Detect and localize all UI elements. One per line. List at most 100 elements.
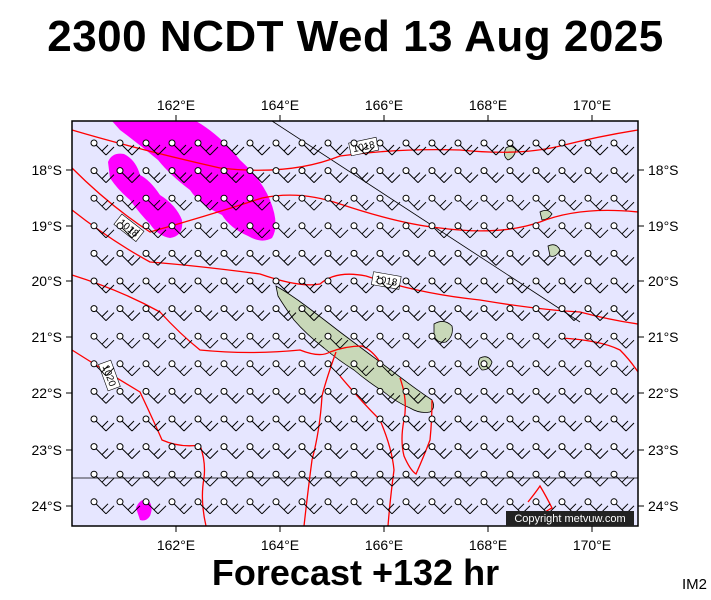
wind-barb-icon bbox=[194, 387, 219, 404]
lat-label-right: 19°S bbox=[648, 218, 679, 234]
lat-label-right: 20°S bbox=[648, 273, 679, 289]
wind-barb-icon bbox=[298, 194, 323, 211]
wind-barb-icon bbox=[142, 249, 167, 266]
wind-barb-icon bbox=[246, 139, 271, 156]
wind-barb-icon bbox=[402, 305, 427, 321]
isobar-6 bbox=[303, 351, 337, 527]
wind-barb-icon bbox=[324, 277, 349, 294]
wind-barb-icon bbox=[324, 194, 349, 211]
wind-barb-icon bbox=[142, 415, 167, 432]
wind-barb-icon bbox=[116, 167, 141, 183]
wind-barb-icon bbox=[324, 360, 349, 377]
wind-barb-icon bbox=[376, 305, 401, 321]
wind-barb-icon bbox=[116, 249, 141, 266]
copyright-text: Copyright metvuw.com bbox=[514, 513, 625, 525]
isobar-9 bbox=[559, 337, 639, 373]
wind-barb-icon bbox=[610, 332, 635, 349]
wind-barb-icon bbox=[480, 222, 505, 239]
wind-barb-icon bbox=[194, 498, 219, 515]
wind-barbs bbox=[90, 139, 635, 515]
wind-barb-icon bbox=[454, 167, 479, 183]
isobar-7 bbox=[339, 375, 395, 527]
wind-barb-icon bbox=[584, 443, 609, 459]
wind-barb-icon bbox=[272, 498, 297, 515]
forecast-label: Forecast +132 hr bbox=[211, 552, 500, 593]
wind-barb-icon bbox=[246, 332, 271, 349]
wind-barb-icon bbox=[610, 194, 635, 211]
wind-barb-icon bbox=[506, 249, 531, 266]
wind-barb-icon bbox=[480, 139, 505, 156]
wind-barb-icon bbox=[454, 305, 479, 321]
precip-area-south bbox=[136, 499, 152, 521]
wind-barb-icon bbox=[116, 277, 141, 294]
wind-barb-icon bbox=[272, 387, 297, 404]
wind-barb-icon bbox=[298, 249, 323, 266]
wind-barb-icon bbox=[402, 498, 427, 515]
wind-barb-icon bbox=[90, 167, 115, 183]
wind-barb-icon bbox=[90, 277, 115, 294]
isobar-2 bbox=[71, 167, 639, 233]
wind-barb-icon bbox=[246, 443, 271, 459]
wind-barb-icon bbox=[298, 360, 323, 377]
wind-barb-icon bbox=[454, 277, 479, 294]
wind-barb-icon bbox=[558, 167, 583, 183]
wind-barb-icon bbox=[350, 415, 375, 432]
lat-label-right: 24°S bbox=[648, 498, 679, 514]
wind-barb-icon bbox=[376, 167, 401, 183]
image-badge: IM2 bbox=[681, 576, 707, 593]
wind-barb-icon bbox=[506, 360, 531, 377]
wind-barb-icon bbox=[220, 249, 245, 266]
wind-barb-icon bbox=[610, 443, 635, 459]
lat-label-left: 18°S bbox=[31, 162, 62, 178]
wind-barb-icon bbox=[480, 470, 505, 487]
wind-barb-icon bbox=[168, 387, 193, 404]
lat-label-left: 24°S bbox=[31, 498, 62, 514]
wind-barb-icon bbox=[298, 139, 323, 156]
land-areas bbox=[275, 146, 561, 413]
wind-barb-icon bbox=[272, 443, 297, 459]
wind-barb-icon bbox=[532, 249, 557, 266]
wind-barb-icon bbox=[324, 415, 349, 432]
wind-barb-icon bbox=[428, 167, 453, 183]
wind-barb-icon bbox=[350, 249, 375, 266]
wind-barb-icon bbox=[90, 498, 115, 515]
wind-barb-icon bbox=[246, 194, 271, 211]
wind-barb-icon bbox=[116, 360, 141, 377]
wind-barb-icon bbox=[220, 443, 245, 459]
wind-barb-icon bbox=[480, 305, 505, 321]
wind-barb-icon bbox=[142, 332, 167, 349]
wind-barb-icon bbox=[298, 443, 323, 459]
wind-barb-icon bbox=[480, 249, 505, 266]
wind-barb-icon bbox=[194, 470, 219, 487]
lat-label-left: 21°S bbox=[31, 329, 62, 345]
wind-barb-icon bbox=[558, 360, 583, 377]
wind-barb-icon bbox=[610, 360, 635, 377]
wind-barb-icon bbox=[90, 443, 115, 459]
wind-barb-icon bbox=[428, 277, 453, 294]
wind-barb-icon bbox=[532, 332, 557, 349]
wind-barb-icon bbox=[350, 277, 375, 294]
wind-barb-icon bbox=[168, 332, 193, 349]
wind-barb-icon bbox=[324, 387, 349, 404]
wind-barb-icon bbox=[194, 305, 219, 321]
wind-barb-icon bbox=[194, 194, 219, 211]
wind-barb-icon bbox=[350, 167, 375, 183]
wind-barb-icon bbox=[376, 222, 401, 239]
wind-barb-icon bbox=[428, 443, 453, 459]
wind-barb-icon bbox=[376, 194, 401, 211]
wind-barb-icon bbox=[350, 443, 375, 459]
wind-barb-icon bbox=[376, 498, 401, 515]
wind-barb-icon bbox=[168, 443, 193, 459]
wind-barb-icon bbox=[506, 222, 531, 239]
wind-barb-icon bbox=[610, 470, 635, 487]
wind-barb-icon bbox=[194, 415, 219, 432]
wind-barb-icon bbox=[454, 443, 479, 459]
wind-barb-icon bbox=[246, 498, 271, 515]
wind-barb-icon bbox=[584, 305, 609, 321]
wind-barb-icon bbox=[246, 277, 271, 294]
wind-barb-icon bbox=[454, 249, 479, 266]
page-title: 2300 NCDT Wed 13 Aug 2025 bbox=[47, 12, 664, 61]
lat-label-right: 18°S bbox=[648, 162, 679, 178]
wind-barb-icon bbox=[246, 470, 271, 487]
